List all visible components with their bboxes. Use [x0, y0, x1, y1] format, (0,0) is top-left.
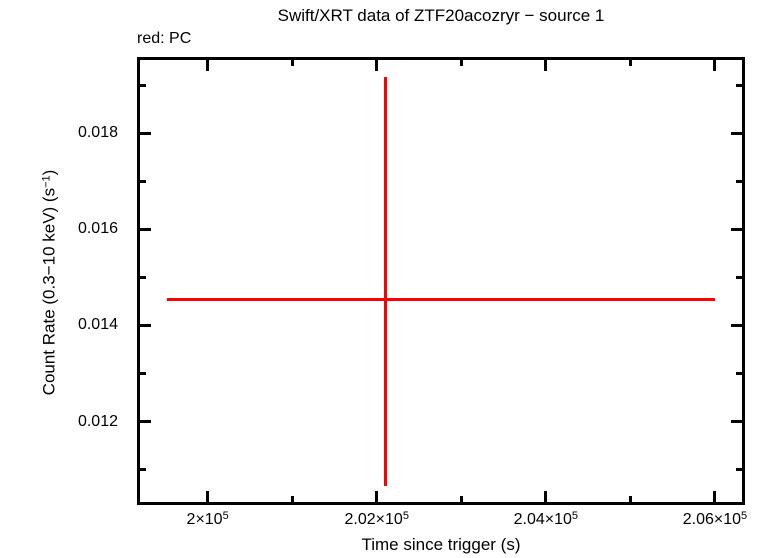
- x-minor-tick: [290, 496, 294, 502]
- x-tick-label-base: 2.06×10: [682, 511, 742, 528]
- x-tick-label: 2.02×105: [345, 510, 409, 529]
- x-minor-tick: [628, 496, 632, 502]
- y-minor-tick: [736, 372, 742, 376]
- x-tick-label-exponent: 5: [741, 510, 748, 522]
- y-major-tick: [140, 227, 151, 231]
- y-minor-tick: [736, 468, 742, 472]
- y-tick-label: 0.014: [77, 316, 118, 334]
- x-error-bar: [167, 298, 715, 302]
- y-tick-label: 0.018: [77, 124, 118, 142]
- y-tick-labels: 0.012 0.014 0.016 0.018: [0, 60, 128, 502]
- x-major-tick: [713, 60, 717, 71]
- x-tick-label-exponent: 5: [222, 510, 229, 522]
- y-major-tick: [731, 131, 742, 135]
- x-major-tick: [713, 491, 717, 502]
- x-tick-label-base: 2.04×10: [513, 511, 572, 528]
- y-major-tick: [731, 420, 742, 424]
- y-minor-tick: [140, 372, 146, 376]
- x-major-tick: [206, 491, 210, 502]
- x-tick-label: 2.06×105: [683, 510, 747, 529]
- x-tick-label-exponent: 5: [571, 510, 579, 522]
- x-tick-label-base: 2×10: [186, 511, 223, 528]
- x-minor-tick: [459, 60, 463, 66]
- y-error-bar: [383, 77, 387, 487]
- x-major-tick: [544, 60, 548, 71]
- x-major-tick: [544, 491, 548, 502]
- x-tick-labels: 2×105 2.02×105 2.04×105 2.06×105: [140, 510, 748, 536]
- y-major-tick: [731, 227, 742, 231]
- x-tick-label: 2×105: [187, 510, 229, 529]
- y-major-tick: [140, 131, 151, 135]
- y-minor-tick: [140, 83, 146, 87]
- x-tick-label-base: 2.02×10: [344, 511, 403, 528]
- chart-title: Swift/XRT data of ZTF20acozryr − source …: [277, 6, 605, 25]
- x-minor-tick: [628, 60, 632, 66]
- x-major-tick: [375, 491, 379, 502]
- y-minor-tick: [140, 468, 146, 472]
- x-major-tick: [206, 60, 210, 71]
- y-major-tick: [140, 420, 151, 424]
- y-minor-tick: [140, 275, 146, 279]
- x-major-tick: [375, 60, 379, 71]
- y-major-tick: [731, 323, 742, 327]
- x-tick-label-exponent: 5: [402, 510, 409, 522]
- x-axis-label: Time since trigger (s): [361, 535, 521, 554]
- y-tick-label: 0.016: [77, 220, 118, 238]
- y-minor-tick: [140, 179, 146, 183]
- y-major-tick: [140, 323, 151, 327]
- x-minor-tick: [459, 496, 463, 502]
- y-minor-tick: [736, 83, 742, 87]
- y-tick-label: 0.012: [77, 412, 118, 430]
- plot-area: [137, 57, 745, 505]
- y-minor-tick: [736, 275, 742, 279]
- x-minor-tick: [290, 60, 294, 66]
- legend-label: red: PC: [137, 30, 192, 47]
- x-tick-label: 2.04×105: [514, 510, 578, 529]
- y-minor-tick: [736, 179, 742, 183]
